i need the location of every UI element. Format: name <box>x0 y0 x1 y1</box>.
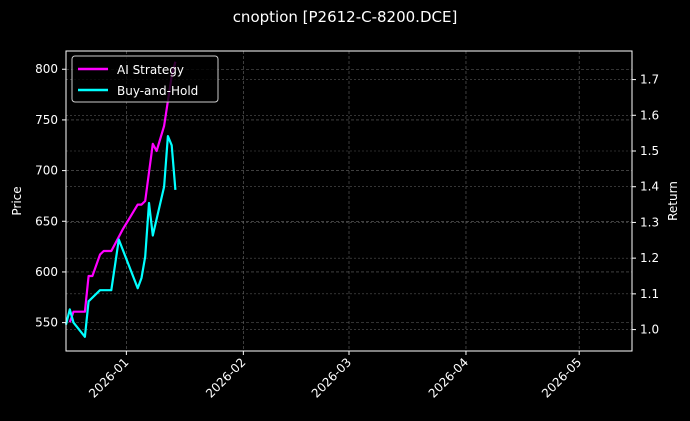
left-tick-label: 650 <box>35 214 58 228</box>
x-tick-label: 2026-05 <box>539 355 584 400</box>
chart-title: cnoption [P2612-C-8200.DCE] <box>232 8 458 26</box>
right-tick-label: 1.2 <box>640 251 659 265</box>
left-tick-label: 750 <box>35 113 58 127</box>
x-tick-label: 2026-03 <box>309 355 354 400</box>
x-tick-label: 2026-02 <box>203 355 248 400</box>
legend-box <box>71 55 219 103</box>
legend: AI Strategy Buy-and-Hold <box>71 55 219 103</box>
x-tick-label: 2026-01 <box>86 355 131 400</box>
data-series <box>64 61 177 338</box>
grid-lines <box>66 51 632 351</box>
right-tick-label: 1.1 <box>640 287 659 301</box>
right-tick-label: 1.6 <box>640 108 659 122</box>
left-axis: 550 600 650 700 750 800 <box>35 62 66 330</box>
series-line-buy-and-hold <box>64 135 177 338</box>
right-tick-label: 1.7 <box>640 73 659 87</box>
right-tick-label: 1.4 <box>640 180 659 194</box>
left-tick-label: 550 <box>35 316 58 330</box>
left-tick-label: 700 <box>35 164 58 178</box>
left-tick-label: 800 <box>35 62 58 76</box>
legend-label-buy-and-hold: Buy-and-Hold <box>117 84 198 98</box>
right-axis: 1.0 1.1 1.2 1.3 1.4 1.5 1.6 1.7 <box>632 73 659 337</box>
left-axis-label: Price <box>10 186 24 215</box>
right-tick-label: 1.3 <box>640 215 659 229</box>
x-axis: 2026-01 2026-02 2026-03 2026-04 2026-05 <box>86 351 584 401</box>
right-tick-label: 1.5 <box>640 144 659 158</box>
left-tick-label: 600 <box>35 265 58 279</box>
x-tick-label: 2026-04 <box>426 355 471 400</box>
right-tick-label: 1.0 <box>640 323 659 337</box>
right-axis-label: Return <box>666 181 680 221</box>
legend-label-ai-strategy: AI Strategy <box>117 63 184 77</box>
series-line-ai-strategy <box>68 61 177 323</box>
